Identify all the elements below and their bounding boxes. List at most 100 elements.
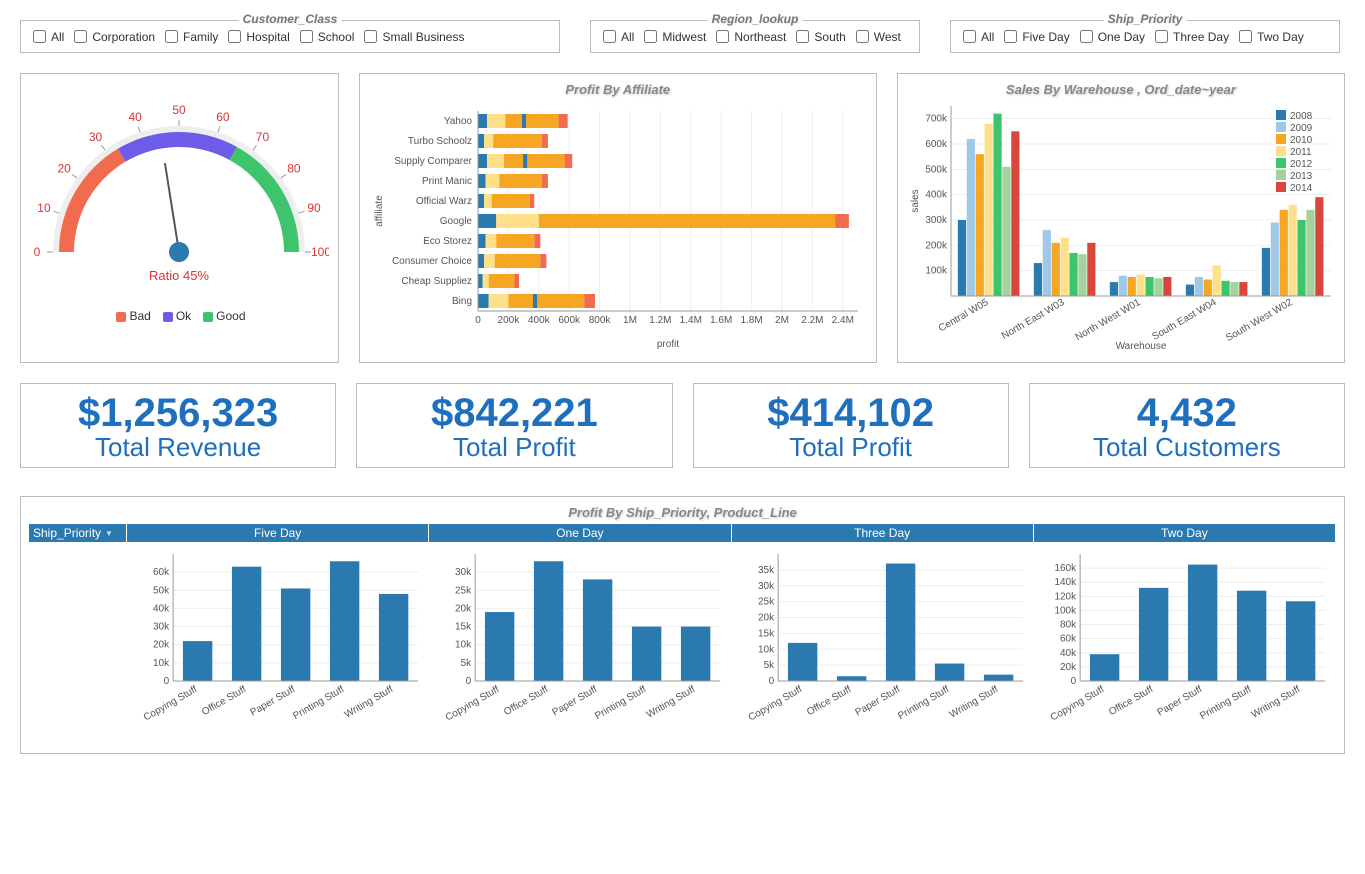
filter-option[interactable]: Corporation — [70, 27, 155, 46]
svg-text:100: 100 — [311, 245, 329, 259]
svg-text:Office Stuff: Office Stuff — [1107, 684, 1155, 718]
filter-option[interactable]: Five Day — [1000, 27, 1069, 46]
kpi-value: $842,221 — [357, 392, 671, 434]
svg-text:10: 10 — [37, 201, 51, 215]
svg-text:sales: sales — [910, 189, 921, 212]
svg-text:profit: profit — [657, 339, 679, 350]
svg-text:50: 50 — [172, 103, 186, 117]
filter-checkbox[interactable] — [1155, 30, 1168, 43]
affiliate-chart: 0200k400k600k800k1M1.2M1.4M1.6M1.8M2M2.2… — [368, 101, 868, 351]
filter-option[interactable]: Hospital — [224, 27, 289, 46]
filter-ship-priority: Ship_Priority All Five Day One Day Three… — [950, 20, 1340, 53]
gauge-panel: 0102030405060708090100Ratio 45% BadOkGoo… — [20, 73, 339, 363]
svg-text:35k: 35k — [758, 565, 775, 576]
filter-checkbox[interactable] — [1004, 30, 1017, 43]
filter-checkbox[interactable] — [1080, 30, 1093, 43]
svg-text:200k: 200k — [497, 315, 520, 326]
filter-option[interactable]: South — [792, 27, 845, 46]
filter-checkbox[interactable] — [165, 30, 178, 43]
kpi-label: Total Profit — [357, 434, 671, 461]
svg-text:2008: 2008 — [1290, 111, 1313, 122]
filter-checkbox[interactable] — [963, 30, 976, 43]
ship-header-cell[interactable]: Three Day — [732, 524, 1034, 542]
svg-text:40k: 40k — [1060, 648, 1077, 659]
svg-text:Printing Stuff: Printing Stuff — [291, 684, 346, 722]
svg-text:40k: 40k — [153, 604, 170, 615]
svg-text:160k: 160k — [1054, 563, 1077, 574]
svg-text:2014: 2014 — [1290, 183, 1313, 194]
svg-text:30k: 30k — [455, 567, 472, 578]
ship-header-cell[interactable]: Two Day — [1034, 524, 1336, 542]
svg-text:Central W05: Central W05 — [937, 297, 991, 335]
warehouse-chart: 100k200k300k400k500k600k700kCentral W05N… — [906, 101, 1336, 351]
svg-text:Paper Stuff: Paper Stuff — [248, 684, 297, 719]
bar-chart: 10k20k30k40k50k60k0Copying StuffOffice S… — [129, 546, 427, 736]
kpi-customers: 4,432 Total Customers — [1029, 383, 1345, 468]
svg-text:100k: 100k — [925, 266, 948, 277]
filter-checkbox[interactable] — [603, 30, 616, 43]
svg-text:Bing: Bing — [452, 296, 472, 307]
filter-option[interactable]: Two Day — [1235, 27, 1304, 46]
svg-text:2013: 2013 — [1290, 171, 1313, 182]
svg-text:Eco Storez: Eco Storez — [423, 236, 472, 247]
filter-option[interactable]: Northeast — [712, 27, 786, 46]
filter-option[interactable]: Midwest — [640, 27, 706, 46]
filter-option[interactable]: Three Day — [1151, 27, 1229, 46]
filter-option[interactable]: School — [296, 27, 355, 46]
filter-checkbox[interactable] — [716, 30, 729, 43]
filter-checkbox[interactable] — [796, 30, 809, 43]
filter-option[interactable]: West — [852, 27, 901, 46]
filter-options-customer: All Corporation Family Hospital School S… — [29, 32, 470, 46]
filter-checkbox[interactable] — [74, 30, 87, 43]
svg-text:Office Stuff: Office Stuff — [502, 684, 550, 718]
svg-text:Copying Stuff: Copying Stuff — [444, 684, 502, 724]
kpi-profit-2: $414,102 Total Profit — [693, 383, 1009, 468]
filter-checkbox[interactable] — [33, 30, 46, 43]
filter-option[interactable]: All — [599, 27, 634, 46]
svg-text:South West W02: South West W02 — [1224, 297, 1295, 344]
filter-checkbox[interactable] — [856, 30, 869, 43]
svg-text:0: 0 — [34, 245, 41, 259]
svg-text:Paper Stuff: Paper Stuff — [853, 684, 902, 719]
filter-title: Ship_Priority — [1104, 12, 1187, 26]
svg-text:20k: 20k — [153, 640, 170, 651]
svg-text:20: 20 — [57, 162, 71, 176]
svg-text:30k: 30k — [153, 622, 170, 633]
svg-text:700k: 700k — [925, 114, 948, 125]
svg-text:1M: 1M — [623, 315, 637, 326]
svg-text:600k: 600k — [925, 139, 948, 150]
svg-text:Supply Comparer: Supply Comparer — [394, 156, 472, 167]
filter-option[interactable]: Family — [161, 27, 218, 46]
svg-text:2009: 2009 — [1290, 123, 1313, 134]
legend-item: Ok — [159, 309, 191, 323]
svg-text:10k: 10k — [758, 645, 775, 656]
filter-customer-class: Customer_Class All Corporation Family Ho… — [20, 20, 560, 53]
filter-option[interactable]: Small Business — [360, 27, 464, 46]
filter-options-ship: All Five Day One Day Three Day Two Day — [959, 32, 1310, 46]
ship-header-cell[interactable]: One Day — [429, 524, 731, 542]
filter-checkbox[interactable] — [300, 30, 313, 43]
svg-text:Writing Stuff: Writing Stuff — [645, 684, 698, 721]
svg-text:20k: 20k — [455, 604, 472, 615]
svg-text:2.2M: 2.2M — [801, 315, 823, 326]
filter-title: Region_lookup — [708, 12, 803, 26]
ship-header-cell[interactable]: Five Day — [127, 524, 429, 542]
panel-title: Profit By Affiliate — [368, 82, 868, 97]
svg-text:Turbo Schoolz: Turbo Schoolz — [408, 136, 472, 147]
svg-text:Printing Stuff: Printing Stuff — [1198, 684, 1253, 722]
svg-text:40: 40 — [128, 110, 142, 124]
ship-header-first[interactable]: Ship_Priority ▼ — [29, 524, 127, 542]
filter-option[interactable]: All — [29, 27, 64, 46]
svg-text:5k: 5k — [763, 660, 775, 671]
ship-headers: Five DayOne DayThree DayTwo Day — [127, 524, 1336, 542]
filter-checkbox[interactable] — [364, 30, 377, 43]
svg-text:1.6M: 1.6M — [710, 315, 732, 326]
filter-checkbox[interactable] — [228, 30, 241, 43]
filter-checkbox[interactable] — [1239, 30, 1252, 43]
filter-checkbox[interactable] — [644, 30, 657, 43]
svg-text:Copying Stuff: Copying Stuff — [1049, 684, 1107, 724]
filter-option[interactable]: All — [959, 27, 994, 46]
svg-text:100k: 100k — [1054, 606, 1077, 617]
kpi-row: $1,256,323 Total Revenue $842,221 Total … — [20, 383, 1345, 468]
filter-option[interactable]: One Day — [1076, 27, 1145, 46]
